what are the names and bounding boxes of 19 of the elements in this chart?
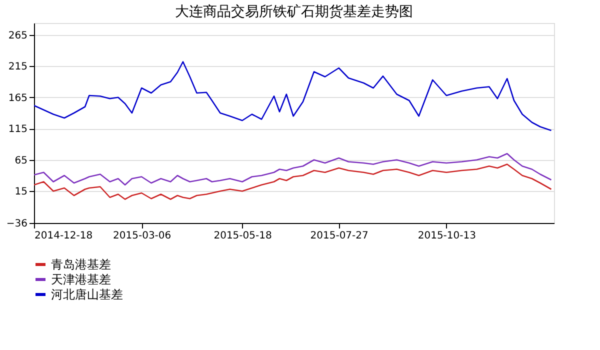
x-tick-label: 2015-07-27 (310, 230, 368, 242)
legend-label: 青岛港基差 (51, 258, 111, 272)
y-tick-label: 165 (8, 92, 28, 104)
chart-title: 大连商品交易所铁矿石期货基差走势图 (175, 4, 413, 20)
x-tick-label: 2015-10-13 (418, 230, 476, 242)
y-tick-label: 65 (14, 155, 28, 166)
x-tick-label: 2015-03-06 (113, 230, 172, 242)
line-series (34, 152, 552, 186)
legend-label: 河北唐山基差 (51, 288, 123, 302)
y-tick-label: 15 (14, 186, 28, 198)
legend-label: 天津港基差 (51, 272, 111, 286)
y-tick-label: −36 (6, 218, 28, 230)
y-tick-label: 115 (8, 124, 28, 136)
x-tick-label: 2015-05-18 (214, 230, 272, 242)
y-tick-label: 265 (8, 30, 28, 42)
line-series (34, 61, 552, 132)
line-series (34, 164, 552, 200)
y-tick-label: 215 (8, 62, 28, 73)
x-tick-label: 2014-12-18 (34, 230, 93, 242)
